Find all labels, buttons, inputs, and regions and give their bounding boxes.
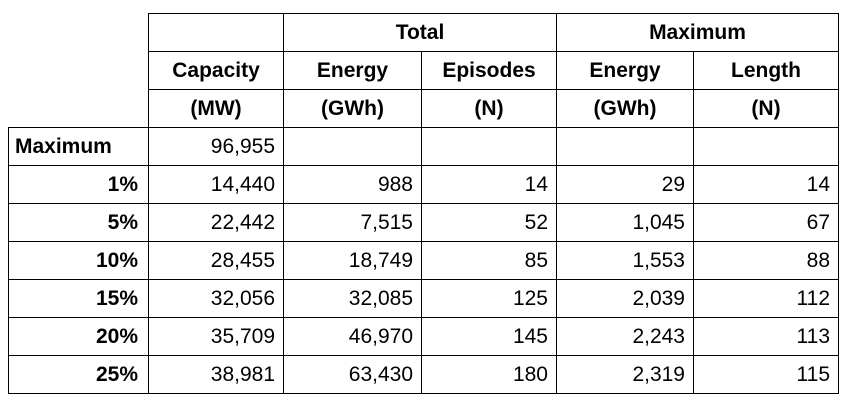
header-group-total: Total <box>283 13 557 52</box>
cell-max-length <box>693 127 839 166</box>
cell-capacity: 38,981 <box>148 355 284 394</box>
header-total-episodes-unit: (N) <box>421 89 557 128</box>
cell-total-episodes: 125 <box>421 279 557 318</box>
cell-max-length: 88 <box>693 241 839 280</box>
header-capacity: Capacity <box>148 51 284 90</box>
cell-total-episodes <box>421 127 557 166</box>
cell-max-energy: 2,319 <box>556 355 694 394</box>
table-row-15pct: 15% 32,056 32,085 125 2,039 112 <box>8 279 839 318</box>
cell-capacity: 35,709 <box>148 317 284 356</box>
header-max-length-unit: (N) <box>693 89 839 128</box>
cell-max-length: 113 <box>693 317 839 356</box>
table-row-maximum: Maximum 96,955 <box>8 127 839 166</box>
cell-total-energy: 988 <box>283 165 422 204</box>
header-total-energy: Energy <box>283 51 422 90</box>
cell-max-energy: 29 <box>556 165 694 204</box>
table-row-20pct: 20% 35,709 46,970 145 2,243 113 <box>8 317 839 356</box>
cell-max-length: 67 <box>693 203 839 242</box>
cell-max-energy <box>556 127 694 166</box>
header-group-maximum: Maximum <box>556 13 839 52</box>
cell-max-energy: 1,553 <box>556 241 694 280</box>
cell-capacity: 14,440 <box>148 165 284 204</box>
header-max-length: Length <box>693 51 839 90</box>
cell-total-episodes: 85 <box>421 241 557 280</box>
header-total-episodes: Episodes <box>421 51 557 90</box>
cell-total-energy <box>283 127 422 166</box>
cell-max-energy: 2,243 <box>556 317 694 356</box>
cell-max-length: 14 <box>693 165 839 204</box>
cell-total-episodes: 145 <box>421 317 557 356</box>
cell-max-length: 112 <box>693 279 839 318</box>
header-capacity-blank <box>148 13 284 52</box>
cell-max-energy: 1,045 <box>556 203 694 242</box>
row-label: 15% <box>8 279 149 318</box>
header-max-energy-unit: (GWh) <box>556 89 694 128</box>
cell-total-energy: 32,085 <box>283 279 422 318</box>
cell-total-episodes: 180 <box>421 355 557 394</box>
header-corner-blank <box>9 14 149 128</box>
table-header: Total Maximum Capacity Energy Episodes E… <box>9 13 839 128</box>
row-label: 20% <box>8 317 149 356</box>
row-label: 25% <box>8 355 149 394</box>
cell-capacity: 96,955 <box>148 127 284 166</box>
cell-capacity: 22,442 <box>148 203 284 242</box>
row-label: Maximum <box>8 127 149 166</box>
cell-capacity: 28,455 <box>148 241 284 280</box>
table-row-1pct: 1% 14,440 988 14 29 14 <box>8 165 839 204</box>
row-label: 10% <box>8 241 149 280</box>
header-label-row: Capacity Energy Episodes Energy Length <box>9 51 839 90</box>
table-row-10pct: 10% 28,455 18,749 85 1,553 88 <box>8 241 839 280</box>
cell-total-energy: 7,515 <box>283 203 422 242</box>
header-capacity-unit: (MW) <box>148 89 284 128</box>
cell-total-energy: 46,970 <box>283 317 422 356</box>
header-unit-row: (MW) (GWh) (N) (GWh) (N) <box>9 89 839 128</box>
table-body: Maximum 96,955 1% 14,440 988 14 29 14 5%… <box>8 127 839 394</box>
row-label: 5% <box>8 203 149 242</box>
table-row-5pct: 5% 22,442 7,515 52 1,045 67 <box>8 203 839 242</box>
capacity-energy-table: Total Maximum Capacity Energy Episodes E… <box>8 13 839 394</box>
cell-max-length: 115 <box>693 355 839 394</box>
cell-total-episodes: 14 <box>421 165 557 204</box>
cell-total-energy: 63,430 <box>283 355 422 394</box>
table-row-25pct: 25% 38,981 63,430 180 2,319 115 <box>8 355 839 394</box>
cell-total-episodes: 52 <box>421 203 557 242</box>
cell-max-energy: 2,039 <box>556 279 694 318</box>
header-group-row: Total Maximum <box>9 13 839 52</box>
header-total-energy-unit: (GWh) <box>283 89 422 128</box>
cell-total-energy: 18,749 <box>283 241 422 280</box>
row-label: 1% <box>8 165 149 204</box>
header-max-energy: Energy <box>556 51 694 90</box>
cell-capacity: 32,056 <box>148 279 284 318</box>
